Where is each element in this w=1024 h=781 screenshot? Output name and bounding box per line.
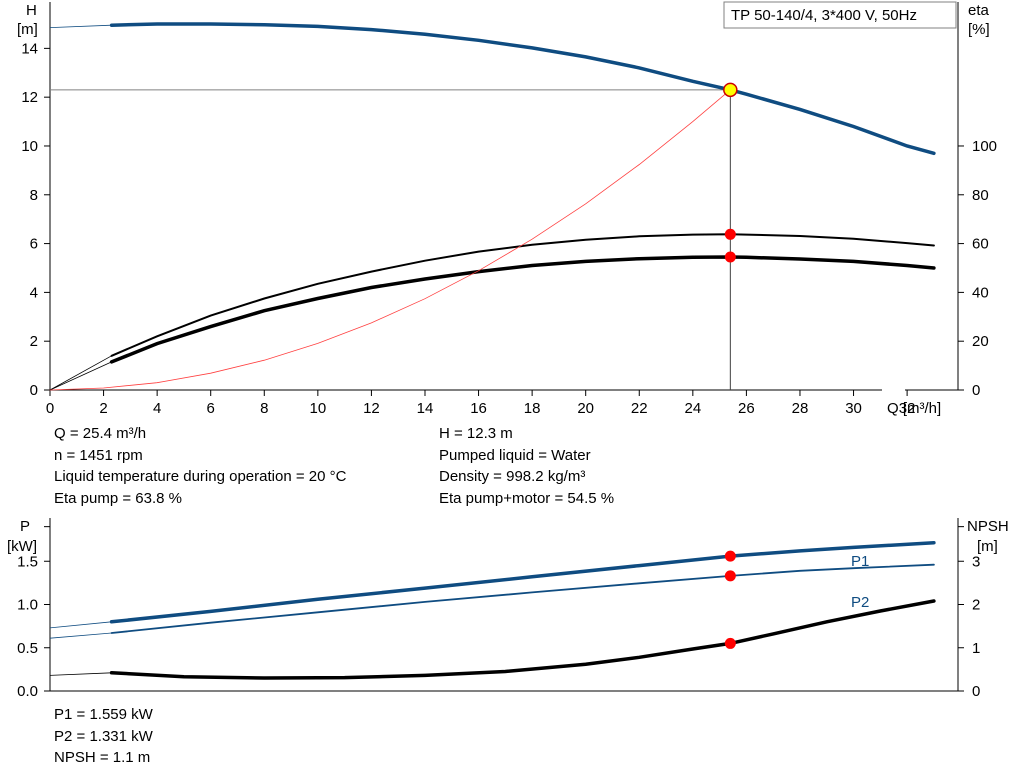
y-left-tick-label: 10 [21, 138, 38, 155]
chart-title: TP 50-140/4, 3*400 V, 50Hz [731, 7, 917, 24]
npsh-tick-label: 3 [972, 553, 980, 570]
npsh-axis-label-line2: [m] [977, 538, 998, 555]
info-pumped-liquid: Pumped liquid = Water [439, 446, 591, 464]
y-axis-right-label-line2: [%] [968, 21, 990, 38]
x-tick-label: 30 [845, 400, 862, 417]
curve-NPSH [109, 599, 936, 680]
bottom-series [49, 540, 936, 680]
y-left-tick-label: 12 [21, 89, 38, 106]
info-eta-pump: Eta pump = 63.8 % [54, 489, 182, 507]
head-efficiency-chart: 0 2 4 6 8 10 12 14 16 18 20 22 24 26 28 30 3202468101214… [17, 1, 997, 417]
info-speed: n = 1451 rpm [54, 446, 143, 464]
x-tick-label: 18 [524, 400, 541, 417]
curve-P2-extension [49, 632, 112, 639]
info-density: Density = 998.2 kg/m³ [439, 468, 586, 485]
x-tick-label: 10 [310, 400, 327, 417]
curve-H-extension [49, 24, 112, 28]
curve-P1-extension [49, 621, 112, 629]
y-left-tick-label: 14 [21, 40, 38, 57]
x-tick-label: 14 [417, 400, 434, 417]
top-series [49, 22, 936, 391]
curve-eta_pump_motor [109, 255, 936, 364]
x-tick-label: 6 [207, 400, 215, 417]
curve-eta_pump [110, 233, 935, 357]
x-tick-label: 20 [577, 400, 594, 417]
y-left-tick-label: 8 [30, 187, 38, 204]
y-left-tick-label: 0 [30, 382, 38, 399]
info-head: H = 12.3 m [439, 425, 513, 442]
x-tick-label: 2 [99, 400, 107, 417]
y-left-tick-label: 4 [30, 284, 38, 301]
npsh-tick-label: 2 [972, 597, 980, 614]
info-eta-total: Eta pump+motor = 54.5 % [439, 489, 615, 507]
p-tick-label: 1.0 [17, 597, 38, 614]
x-tick-label: 12 [363, 400, 380, 417]
y-right-tick-label: 80 [972, 187, 989, 204]
legend-p2: P2 [851, 594, 869, 611]
p1-marker [724, 550, 736, 562]
x-tick-label: 16 [470, 400, 487, 417]
eta-total-marker [724, 251, 736, 263]
bottom-axes: 0.0 0.5 1.0 1.5 0 1 2 3 [17, 518, 980, 700]
info-top-right: H = 12.3 m Pumped liquid = Water Density… [439, 423, 614, 509]
y-axis-left-label-line1: H [26, 2, 37, 19]
y-right-tick-label: 100 [972, 138, 997, 155]
info-p1: P1 = 1.559 kW [54, 706, 153, 723]
x-tick-label: 24 [684, 400, 701, 417]
y-left-tick-label: 6 [30, 236, 38, 253]
npsh-tick-label: 0 [972, 683, 980, 700]
p-tick-label: 1.5 [17, 553, 38, 570]
info-bottom: P1 = 1.559 kW P2 = 1.331 kW NPSH = 1.1 m [54, 704, 153, 769]
eta-pump-marker [724, 228, 736, 240]
curve-H [109, 22, 936, 156]
legend-p1: P1 [851, 553, 869, 570]
x-tick-label: 28 [792, 400, 809, 417]
p-axis-label-line1: P [20, 518, 30, 535]
operating-point-marker [723, 82, 738, 98]
curve-system [49, 89, 731, 391]
x-tick-label: 0 [46, 400, 54, 417]
info-flow: Q = 25.4 m³/h [54, 425, 147, 442]
top-markers [723, 82, 738, 263]
y-left-tick-label: 2 [30, 333, 38, 350]
top-axes: 0 2 4 6 8 10 12 14 16 18 20 22 24 26 28 30 3202468101214… [21, 2, 997, 417]
y-axis-right-label-line1: eta [968, 2, 990, 19]
info-p2: P2 = 1.331 kW [54, 727, 153, 745]
p-tick-label: 0.0 [17, 683, 38, 700]
npsh-tick-label: 1 [972, 640, 980, 657]
y-right-tick-label: 40 [972, 284, 989, 301]
npsh-axis-label-line1: NPSH [967, 518, 1009, 535]
x-tick-label: 22 [631, 400, 648, 417]
p-tick-label: 0.5 [17, 640, 38, 657]
p-axis-label-line2: [kW] [7, 538, 37, 555]
curve-P1 [109, 540, 936, 624]
npsh-marker [724, 637, 736, 649]
info-top-left: Q = 25.4 m³/h n = 1451 rpm Liquid temper… [54, 423, 346, 509]
x-tick-label: 26 [738, 400, 755, 417]
y-right-tick-label: 0 [972, 382, 980, 399]
curve-eta_pump-extension [49, 355, 112, 391]
chart-title-box [723, 1, 957, 29]
bottom-markers [724, 550, 736, 649]
x-tick-label: 4 [153, 400, 161, 417]
y-right-tick-label: 60 [972, 236, 989, 253]
x-axis-label: Q [m³/h] [887, 400, 941, 417]
info-npsh: NPSH = 1.1 m [54, 749, 151, 766]
curve-eta_pump_motor-extension [49, 361, 112, 391]
info-liquid-temp: Liquid temperature during operation = 20… [54, 468, 347, 485]
p2-marker [724, 570, 736, 582]
curve-P2 [110, 563, 935, 634]
curve-NPSH-extension [49, 672, 112, 676]
y-axis-left-label-line2: [m] [17, 21, 38, 38]
y-right-tick-label: 20 [972, 333, 989, 350]
power-npsh-chart: 0.0 0.5 1.0 1.5 0 1 2 3 P [kW] NPSH [m] P1 P2 [7, 518, 1009, 700]
x-tick-label: 32 [899, 400, 916, 417]
x-tick-label: 8 [260, 400, 268, 417]
